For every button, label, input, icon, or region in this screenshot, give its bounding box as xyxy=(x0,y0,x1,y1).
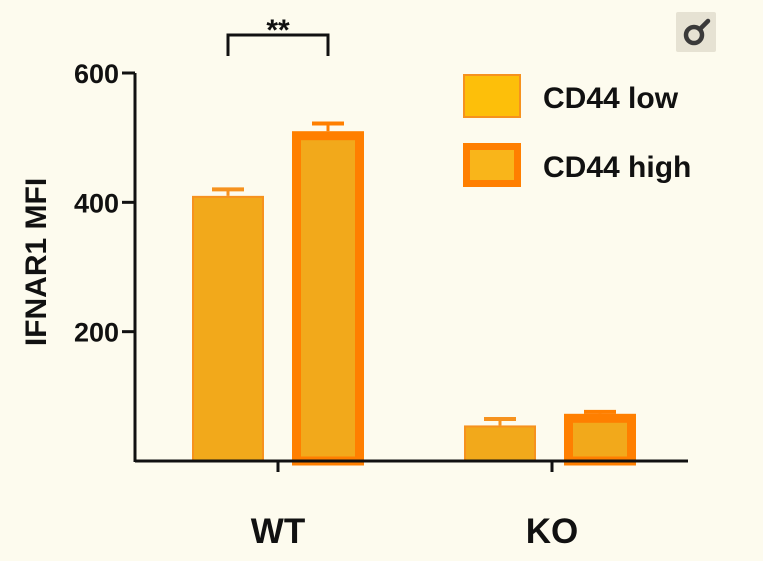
legend: CD44 low CD44 high xyxy=(463,74,691,187)
significance-label: ** xyxy=(266,14,290,47)
x-tick-label-wt: WT xyxy=(251,512,305,551)
bar-ko-cd44-high xyxy=(564,413,636,466)
y-tick-label-200: 200 xyxy=(74,318,119,348)
annotations-group: ** xyxy=(226,14,330,56)
y-axis-label: IFNAR1 MFI xyxy=(20,178,53,346)
axes-group: 200 400 600 WT KO xyxy=(74,59,688,551)
y-tick-label-400: 400 xyxy=(74,188,119,218)
corner-badge[interactable] xyxy=(676,12,716,52)
x-tick-label-ko: KO xyxy=(526,512,579,551)
legend-cd44-low-swatch xyxy=(463,74,521,118)
bar-ko-cd44-low xyxy=(464,425,536,462)
legend-cd44-high-swatch xyxy=(463,143,521,187)
bar-wt-cd44-low xyxy=(192,195,264,462)
y-tick-label-600: 600 xyxy=(74,59,119,89)
significance-bracket xyxy=(226,33,330,56)
bars-group xyxy=(192,121,636,466)
legend-cd44-low-label: CD44 low xyxy=(543,82,679,115)
legend-cd44-high-label: CD44 high xyxy=(543,151,691,184)
bar-wt-cd44-high xyxy=(292,131,364,466)
female-symbol-icon xyxy=(683,18,711,46)
